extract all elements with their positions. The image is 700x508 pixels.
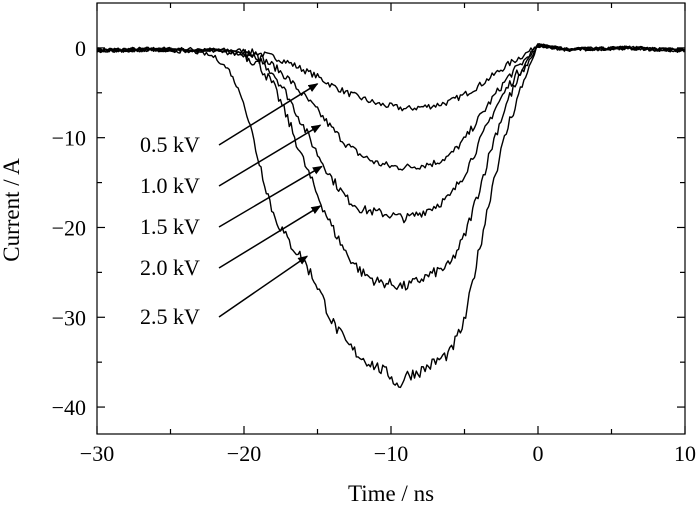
- annotation-label: 0.5 kV: [140, 132, 200, 157]
- x-tick-label: −20: [227, 441, 261, 466]
- annotation-label: 1.5 kV: [140, 214, 200, 239]
- series-line: [96, 44, 685, 112]
- x-tick-label: 0: [533, 441, 544, 466]
- x-axis-ticks: −30 −20 −10 0 10: [80, 3, 696, 466]
- annotation-arrow: [218, 124, 322, 187]
- curve-annotations: 0.5 kV 1.0 kV 1.5 kV 2.0 kV 2.5 kV: [140, 83, 323, 329]
- annotation-label: 1.0 kV: [140, 173, 200, 198]
- annotation-arrow: [218, 165, 323, 228]
- series-curves: [96, 43, 686, 389]
- y-tick-label: −30: [52, 305, 86, 330]
- x-tick-label: −30: [80, 441, 114, 466]
- x-tick-label: −10: [374, 441, 408, 466]
- annotation-arrow: [218, 83, 319, 146]
- annotation-arrow: [218, 255, 309, 318]
- y-tick-label: −20: [52, 215, 86, 240]
- annotation-label: 2.5 kV: [140, 304, 200, 329]
- annotation-arrow: [218, 205, 322, 269]
- annotation-label: 2.0 kV: [140, 255, 200, 280]
- y-tick-label: −40: [52, 395, 86, 420]
- y-axis-ticks: 0 −10 −20 −30 −40: [52, 36, 685, 420]
- x-tick-label: 10: [674, 441, 696, 466]
- series-line: [96, 43, 686, 389]
- y-axis-label: Current / A: [0, 158, 24, 262]
- y-tick-label: 0: [75, 36, 86, 61]
- y-tick-label: −10: [52, 126, 86, 151]
- x-axis-label: Time / ns: [348, 481, 434, 506]
